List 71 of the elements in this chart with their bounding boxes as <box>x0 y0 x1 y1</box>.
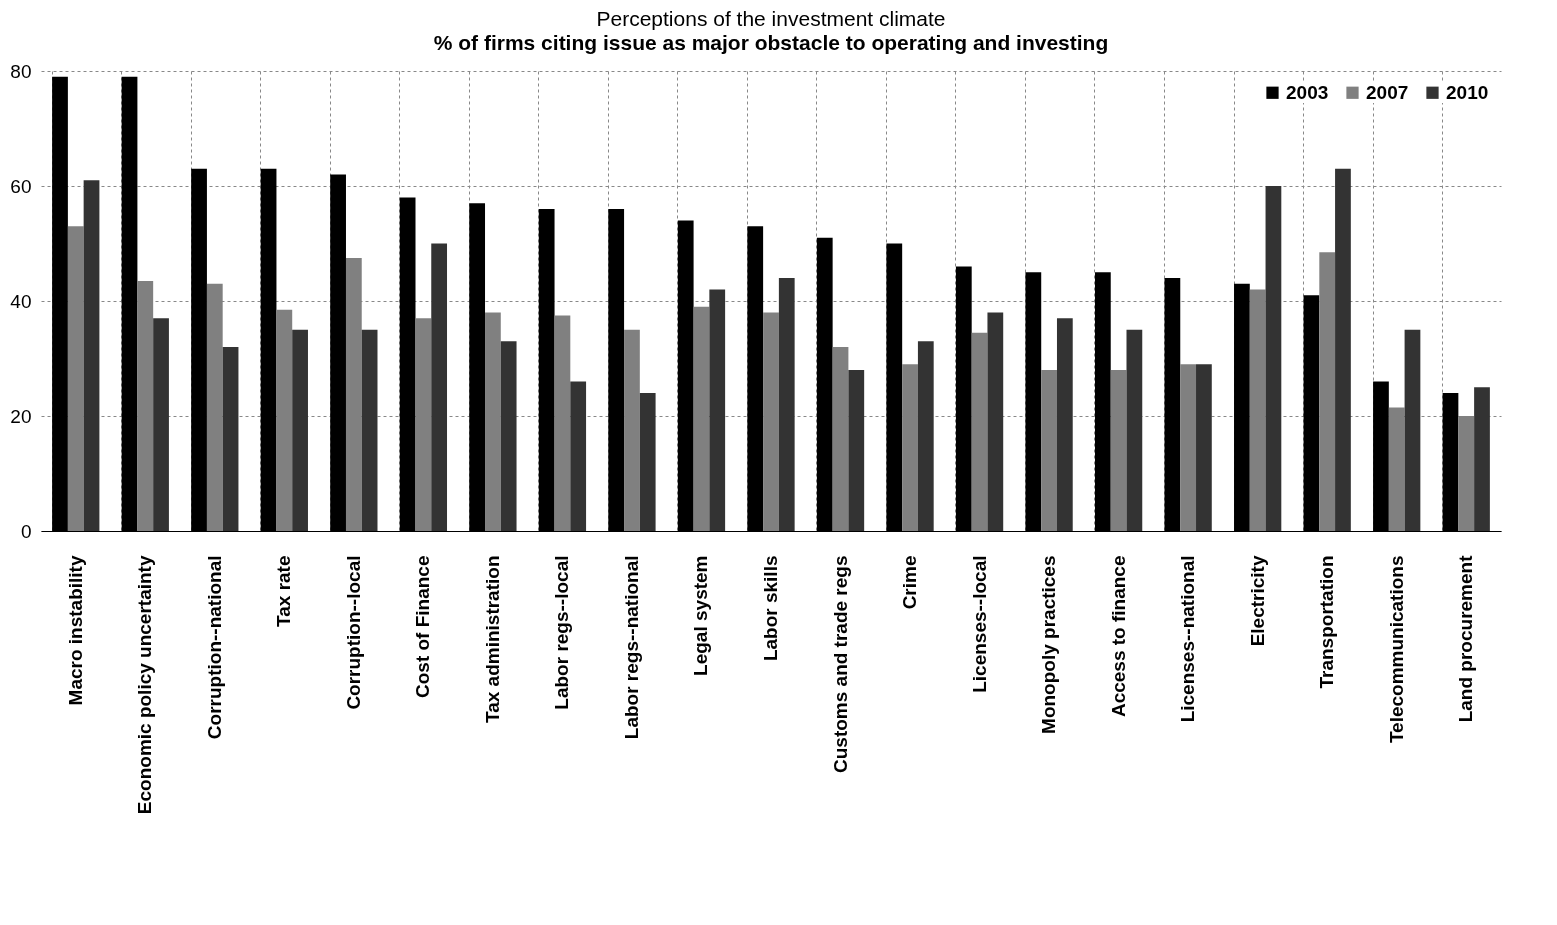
bar <box>1249 289 1266 531</box>
bar <box>1265 186 1282 531</box>
legend-label: 2007 <box>1366 81 1409 103</box>
bar <box>1388 407 1405 531</box>
bar <box>832 347 849 531</box>
x-tick-label: Labor regs--local <box>551 555 573 710</box>
bar <box>763 312 779 531</box>
bar <box>917 341 934 531</box>
bar <box>1458 416 1475 531</box>
bar <box>153 318 169 531</box>
x-tick-label: Economic policy uncertainty <box>134 555 156 815</box>
x-tick-label: Corruption--national <box>203 555 225 740</box>
x-tick-label: Land procurement <box>1455 554 1477 723</box>
bar <box>778 278 795 531</box>
bar <box>1404 329 1421 531</box>
y-tick-label: 80 <box>10 60 32 82</box>
bar <box>554 315 571 531</box>
bar <box>1126 329 1143 531</box>
bar <box>848 370 865 531</box>
bar <box>1180 364 1197 531</box>
chart-subtitle: % of firms citing issue as major obstacle to operating and investing <box>433 31 1109 54</box>
x-tick-label: Transportation <box>1316 555 1338 689</box>
x-tick-label: Licenses--local <box>968 555 990 693</box>
y-tick-label: 40 <box>10 290 32 312</box>
bar <box>222 347 239 531</box>
bar <box>1041 370 1057 531</box>
bar <box>902 364 918 531</box>
bar <box>693 306 710 531</box>
x-tick-label: Access to finance <box>1107 555 1129 718</box>
x-tick-label: Licenses--national <box>1177 555 1199 723</box>
bar <box>485 312 501 531</box>
bar <box>137 280 154 531</box>
x-tick-label: Tax rate <box>273 555 295 627</box>
bar <box>570 381 587 531</box>
bar <box>415 318 432 531</box>
bar <box>624 329 640 531</box>
bar <box>292 329 308 531</box>
bar <box>500 341 517 531</box>
bar <box>1474 387 1490 531</box>
bar <box>1196 364 1212 531</box>
x-tick-label: Monopoly practices <box>1038 555 1060 734</box>
x-tick-label: Labor regs--national <box>620 555 642 740</box>
y-tick-label: 0 <box>20 520 32 542</box>
x-tick-label: Cost of Finance <box>412 555 434 699</box>
bar <box>971 332 988 531</box>
bar <box>709 289 726 531</box>
x-tick-label: Crime <box>899 555 921 610</box>
legend-label: 2010 <box>1446 81 1489 103</box>
x-tick-label: Legal system <box>690 555 712 676</box>
bar <box>276 309 293 531</box>
bar <box>987 312 1004 531</box>
x-tick-label: Macro instability <box>64 555 86 706</box>
bar <box>1319 252 1336 531</box>
bar <box>431 243 448 531</box>
legend-label: 2003 <box>1286 81 1329 103</box>
bar <box>1335 168 1351 531</box>
bar <box>67 226 84 531</box>
chart-title: Perceptions of the investment climate <box>596 7 946 30</box>
x-tick-label: Labor skills <box>760 555 781 662</box>
x-tick-label: Telecommunications <box>1385 555 1407 744</box>
bar <box>1110 370 1127 531</box>
bar <box>83 180 100 531</box>
x-tick-label: Customs and trade regs <box>829 555 851 773</box>
x-tick-label: Electricity <box>1246 555 1268 647</box>
bar <box>361 329 378 531</box>
x-tick-label: Tax administration <box>481 555 503 724</box>
bar <box>639 393 656 531</box>
bar <box>1056 318 1073 531</box>
x-tick-label: Corruption--local <box>342 555 364 710</box>
y-tick-label: 60 <box>10 175 32 197</box>
y-tick-label: 20 <box>10 405 32 427</box>
